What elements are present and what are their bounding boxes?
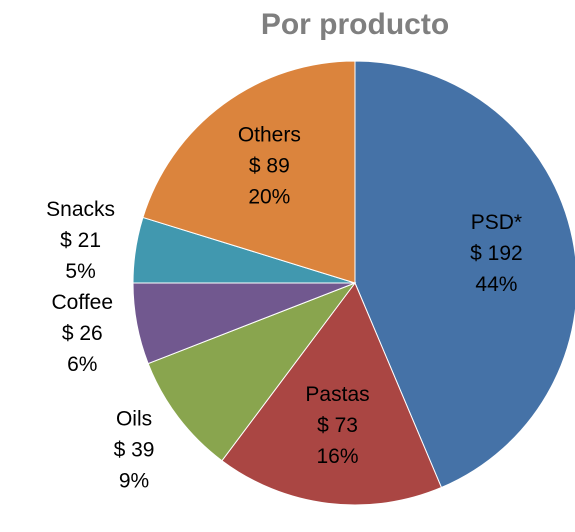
slice-label: 20%: [248, 185, 290, 208]
slice-label: Snacks: [46, 198, 115, 221]
chart-title: Por producto: [261, 8, 449, 41]
pie-slice: [354, 60, 575, 489]
slice-label: 6%: [67, 353, 97, 376]
slice-label: 44%: [475, 273, 517, 296]
pie-slice: [142, 60, 356, 284]
slice-label: 16%: [317, 445, 359, 468]
slice-label: Coffee: [52, 291, 114, 314]
pie-slice: [221, 282, 443, 506]
slice-label: $ 26: [62, 322, 103, 345]
slice-label: $ 21: [60, 229, 101, 252]
slice-label: $ 73: [317, 414, 358, 437]
pie-slice: [147, 281, 357, 462]
slice-label: $ 89: [249, 154, 290, 177]
slice-label: Oils: [116, 407, 152, 430]
slice-label: 5%: [65, 260, 95, 283]
slice-label: 9%: [119, 469, 149, 492]
slice-label: PSD*: [471, 211, 522, 234]
slice-label: $ 192: [470, 242, 523, 265]
slice-label: Pastas: [305, 383, 369, 406]
slice-label: $ 39: [114, 438, 155, 461]
slice-label: Others: [238, 123, 301, 146]
